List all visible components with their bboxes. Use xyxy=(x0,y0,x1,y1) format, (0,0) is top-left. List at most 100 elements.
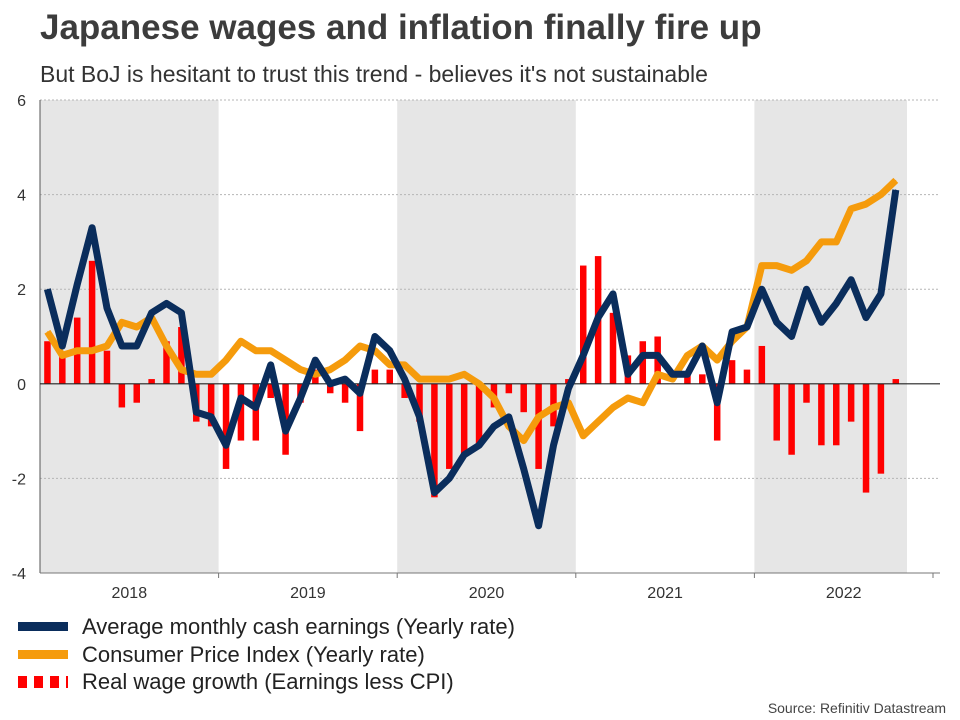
y-tick-label: 2 xyxy=(17,282,26,299)
real-wage-bar xyxy=(877,383,885,474)
data-point xyxy=(642,402,644,404)
data-point xyxy=(419,378,421,380)
data-point xyxy=(166,302,168,304)
data-point xyxy=(121,345,123,347)
data-point xyxy=(106,345,108,347)
y-tick-label: 6 xyxy=(17,93,26,110)
data-point xyxy=(448,477,450,479)
data-point xyxy=(329,369,331,371)
data-point xyxy=(389,350,391,352)
real-wage-bar xyxy=(758,345,766,384)
data-point xyxy=(374,336,376,337)
data-point xyxy=(210,373,212,375)
data-point xyxy=(716,359,718,361)
data-point xyxy=(597,421,599,423)
real-wage-bar xyxy=(833,383,840,446)
x-tick-label: 2019 xyxy=(290,585,326,602)
real-wage-bar xyxy=(356,383,364,432)
data-point xyxy=(463,373,465,375)
data-point xyxy=(136,345,138,347)
real-wage-bar xyxy=(267,383,274,398)
real-wage-bar xyxy=(803,383,810,403)
real-wage-bar xyxy=(535,383,542,469)
data-point xyxy=(240,340,242,342)
real-wage-bar xyxy=(520,383,527,413)
data-point xyxy=(46,331,48,333)
real-wage-bar xyxy=(892,379,900,384)
legend-label-cpi: Consumer Price Index (Yearly rate) xyxy=(82,641,425,667)
data-point xyxy=(746,326,748,328)
data-point xyxy=(344,378,346,380)
real-wage-bar xyxy=(446,383,453,469)
data-point xyxy=(850,279,852,281)
real-wage-bar xyxy=(59,355,66,384)
data-point xyxy=(46,288,48,290)
legend-line-icon-earnings xyxy=(18,622,68,631)
data-point xyxy=(582,435,584,437)
real-wage-bar xyxy=(713,383,721,441)
real-wage-bar xyxy=(609,312,617,384)
real-wage-bar xyxy=(222,383,230,469)
data-point xyxy=(820,321,822,323)
y-tick-label: -4 xyxy=(12,566,26,583)
real-wage-bar xyxy=(818,383,825,446)
data-point xyxy=(91,227,93,229)
data-point xyxy=(404,364,406,366)
real-wage-bar xyxy=(103,350,111,384)
data-point xyxy=(672,378,674,380)
data-point xyxy=(314,373,316,375)
data-point xyxy=(285,430,287,432)
data-point xyxy=(835,241,837,243)
legend-bar-icon-real-wage xyxy=(18,676,68,688)
data-point xyxy=(552,406,554,408)
y-tick-label: -2 xyxy=(12,471,26,488)
data-point xyxy=(240,397,242,399)
data-point xyxy=(612,293,614,295)
data-point xyxy=(612,406,614,408)
real-wage-bar xyxy=(371,369,379,384)
data-point xyxy=(761,265,763,267)
real-wage-bar xyxy=(684,374,691,384)
real-wage-bar xyxy=(88,260,96,384)
data-point xyxy=(776,265,778,267)
data-point xyxy=(627,373,629,375)
data-point xyxy=(210,416,212,418)
y-tick-label: 4 xyxy=(17,188,26,205)
data-point xyxy=(523,440,525,442)
real-wage-bar xyxy=(416,383,423,422)
data-point xyxy=(686,373,688,375)
real-wage-bar xyxy=(341,383,349,403)
real-wage-bar xyxy=(862,383,870,493)
data-point xyxy=(791,269,793,271)
chart: -4 -2 0 2 4 6 2018 2019 2020 2021 2022 xyxy=(12,93,940,602)
data-point xyxy=(225,359,227,361)
data-point xyxy=(805,260,807,262)
data-point xyxy=(880,194,882,196)
data-point xyxy=(195,411,197,413)
earnings-line-points xyxy=(46,189,897,527)
legend-line-icon-cpi xyxy=(18,649,68,659)
data-point xyxy=(419,416,421,418)
data-point xyxy=(657,354,659,356)
legend-label-real-wage: Real wage growth (Earnings less CPI) xyxy=(82,669,454,694)
data-point xyxy=(225,444,227,446)
data-point xyxy=(672,373,674,375)
data-point xyxy=(880,293,882,295)
data-point xyxy=(255,350,257,352)
data-point xyxy=(121,321,123,323)
data-point xyxy=(716,402,718,404)
data-point xyxy=(642,354,644,356)
real-wage-bar xyxy=(401,383,408,398)
data-point xyxy=(270,350,272,352)
real-wage-bar xyxy=(460,383,468,455)
data-point xyxy=(433,378,435,380)
data-point xyxy=(701,345,703,347)
data-point xyxy=(820,241,822,243)
real-wage-bar xyxy=(118,383,126,408)
chart-title: Japanese wages and inflation finally fir… xyxy=(40,8,762,47)
data-point xyxy=(151,312,153,314)
real-wage-bar xyxy=(773,383,780,441)
data-point xyxy=(523,468,525,470)
data-point xyxy=(552,444,554,446)
data-point xyxy=(359,345,361,347)
